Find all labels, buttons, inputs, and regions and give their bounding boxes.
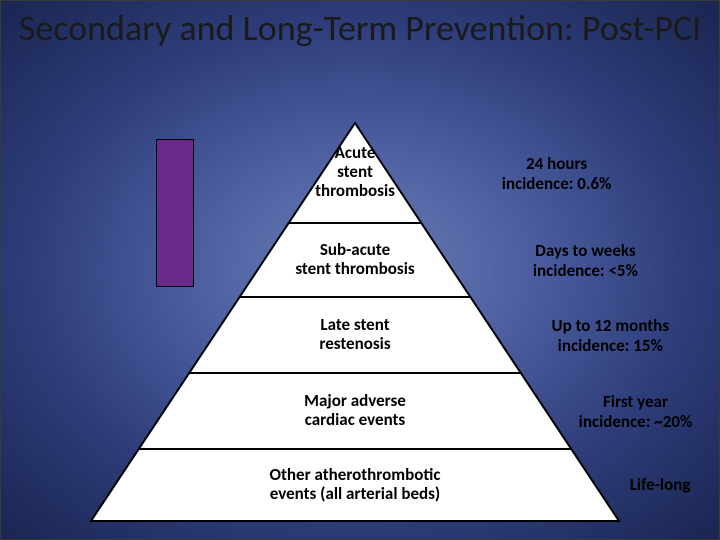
pyramid-annotation-4: Life-long [609, 475, 711, 495]
pyramid-layer-label-4: Other atherothromboticevents (all arteri… [205, 466, 505, 503]
slide: Secondary and Long-Term Prevention: Post… [0, 0, 720, 540]
pyramid-layer-label-2: Late stentrestenosis [205, 316, 505, 353]
pyramid-annotation-0: 24 hoursincidence: 0.6% [402, 154, 711, 193]
pyramid-annotation-1: Days to weeksincidence: <5% [460, 241, 711, 280]
pyramid-annotation-3: First yearincidence: ~20% [560, 392, 711, 431]
pyramid-layer-label-3: Major adversecardiac events [205, 392, 505, 429]
pyramid-annotation-2: Up to 12 monthsincidence: 15% [510, 316, 711, 355]
